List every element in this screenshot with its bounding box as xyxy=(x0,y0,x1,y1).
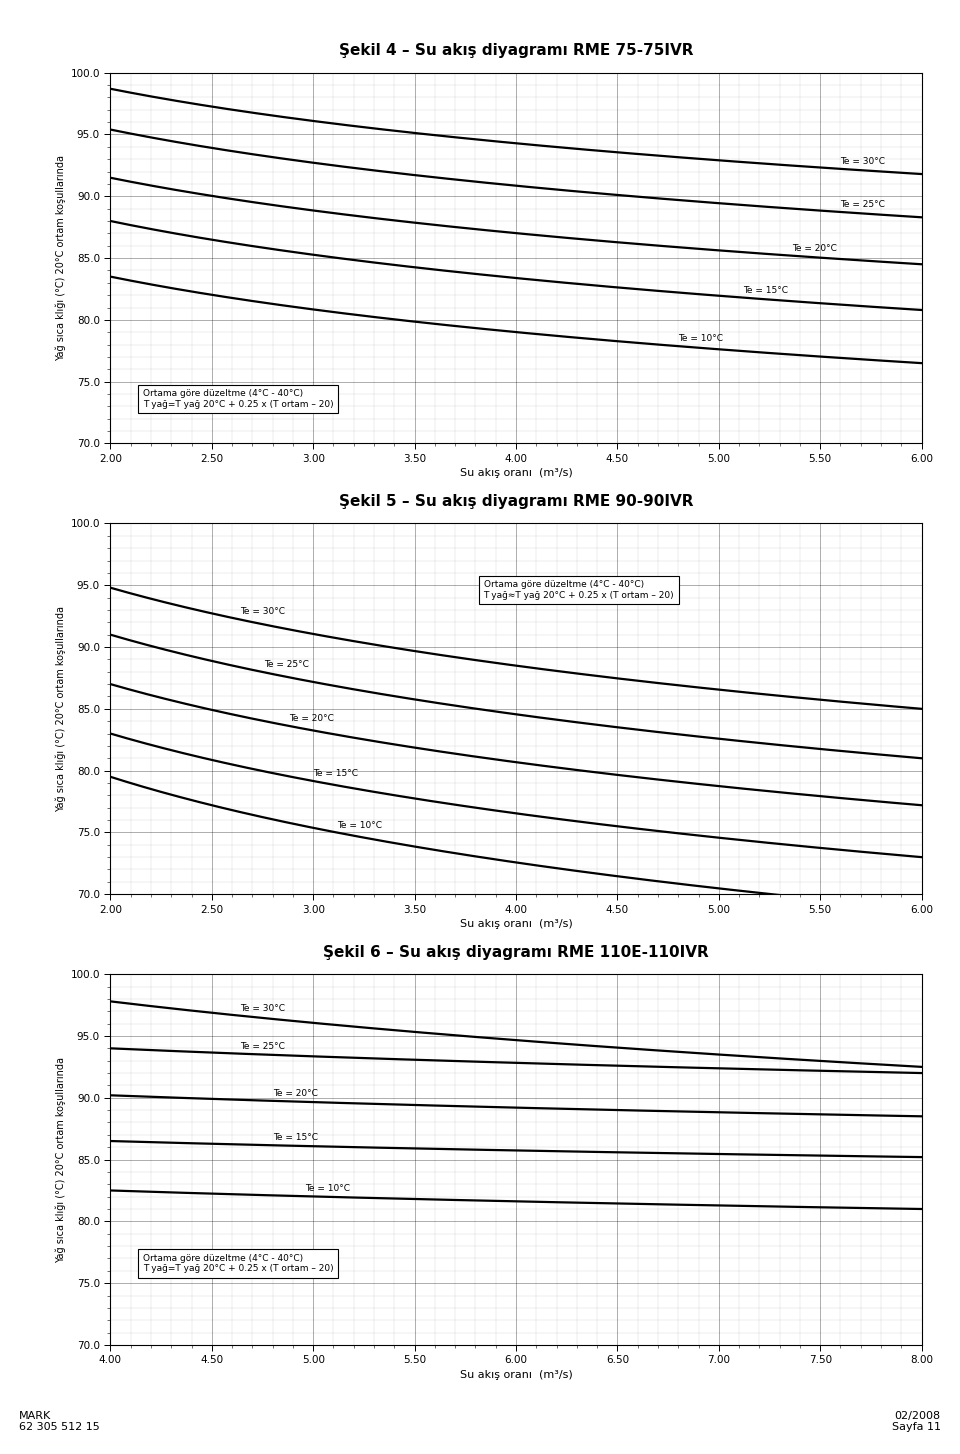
Text: Te = 25°C: Te = 25°C xyxy=(240,1041,285,1051)
Text: Te = 10°C: Te = 10°C xyxy=(305,1184,350,1194)
Text: MARK
62 305 512 15: MARK 62 305 512 15 xyxy=(19,1410,100,1432)
Text: Te = 10°C: Te = 10°C xyxy=(678,334,723,343)
Text: Te = 30°C: Te = 30°C xyxy=(240,608,285,616)
Text: Te = 20°C: Te = 20°C xyxy=(792,244,837,253)
Y-axis label: Yağ sıca klığı (°C) 20°C ortam koşullarında: Yağ sıca klığı (°C) 20°C ortam koşulları… xyxy=(56,606,66,811)
Text: Te = 20°C: Te = 20°C xyxy=(273,1089,318,1098)
Text: Ortama göre düzeltme (4°C - 40°C)
T yağ=T yağ 20°C + 0.25 x (T ortam – 20): Ortama göre düzeltme (4°C - 40°C) T yağ=… xyxy=(143,1253,333,1274)
Text: Te = 25°C: Te = 25°C xyxy=(840,199,885,209)
X-axis label: Su akış oranı  (m³/s): Su akış oranı (m³/s) xyxy=(460,919,572,929)
Text: Şekil 4 – Su akış diyagramı RME 75-75IVR: Şekil 4 – Su akış diyagramı RME 75-75IVR xyxy=(339,44,693,58)
Text: Te = 15°C: Te = 15°C xyxy=(743,285,788,295)
Text: Ortama göre düzeltme (4°C - 40°C)
T yağ≈T yağ 20°C + 0.25 x (T ortam – 20): Ortama göre düzeltme (4°C - 40°C) T yağ≈… xyxy=(484,580,674,601)
Text: Te = 30°C: Te = 30°C xyxy=(240,1003,285,1012)
Y-axis label: Yağ sıca klığı (°C) 20°C ortam koşullarında: Yağ sıca klığı (°C) 20°C ortam koşulları… xyxy=(56,156,66,361)
Text: Te = 15°C: Te = 15°C xyxy=(273,1133,318,1143)
Text: Şekil 5 – Su akış diyagramı RME 90-90IVR: Şekil 5 – Su akış diyagramı RME 90-90IVR xyxy=(339,494,693,509)
Text: 02/2008
Sayfa 11: 02/2008 Sayfa 11 xyxy=(892,1410,941,1432)
Text: Te = 15°C: Te = 15°C xyxy=(313,769,358,778)
Y-axis label: Yağ sıca klığı (°C) 20°C ortam koşullarında: Yağ sıca klığı (°C) 20°C ortam koşulları… xyxy=(56,1057,66,1262)
Text: Te = 30°C: Te = 30°C xyxy=(840,157,885,166)
Text: Ortama göre düzeltme (4°C - 40°C)
T yağ=T yağ 20°C + 0.25 x (T ortam – 20): Ortama göre düzeltme (4°C - 40°C) T yağ=… xyxy=(143,390,333,409)
Text: Te = 25°C: Te = 25°C xyxy=(265,660,309,669)
Text: Te = 20°C: Te = 20°C xyxy=(289,714,334,723)
X-axis label: Su akış oranı  (m³/s): Su akış oranı (m³/s) xyxy=(460,1370,572,1380)
X-axis label: Su akış oranı  (m³/s): Su akış oranı (m³/s) xyxy=(460,468,572,478)
Text: Şekil 6 – Su akış diyagramı RME 110E-110IVR: Şekil 6 – Su akış diyagramı RME 110E-110… xyxy=(324,945,708,960)
Text: Te = 10°C: Te = 10°C xyxy=(338,820,382,830)
